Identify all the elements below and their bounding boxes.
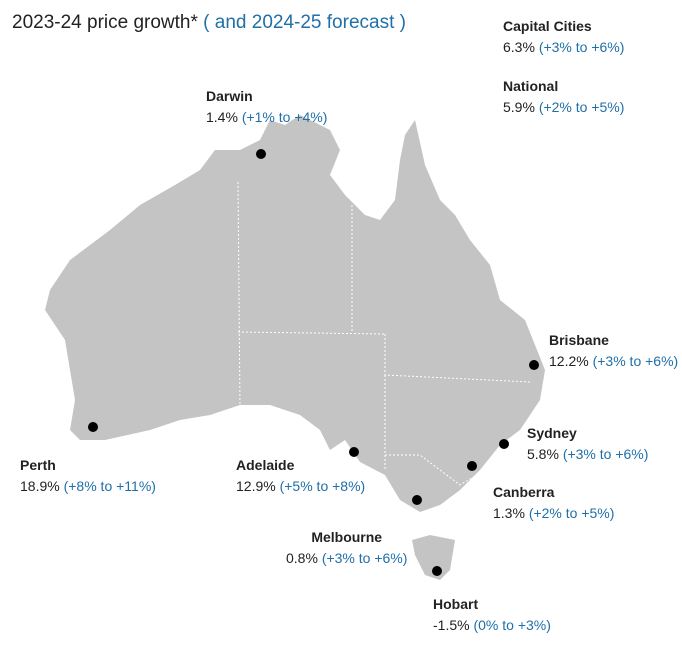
label-name: National [503,78,559,94]
summary-label: National 5.9% (+2% to +5%) [503,76,624,118]
city-label: Perth 18.9% (+8% to +11%) [20,455,156,497]
label-growth: 5.9% [503,99,535,115]
city-label: Darwin 1.4% (+1% to +4%) [206,86,327,128]
city-label: Adelaide 12.9% (+5% to +8%) [236,455,365,497]
label-name: Darwin [206,88,253,104]
label-forecast: (+3% to +6%) [538,39,625,55]
city-dot [529,360,539,370]
title: 2023-24 price growth* ( and 2024-25 fore… [12,12,406,34]
city-dot [432,566,442,576]
city-dot [349,447,359,457]
city-dot [412,495,422,505]
label-forecast: (+2% to +5%) [528,505,615,521]
city-label: Sydney 5.8% (+3% to +6%) [527,423,648,465]
tasmania [412,535,455,580]
label-growth: 12.2% [549,353,589,369]
label-forecast: (+2% to +5%) [538,99,625,115]
label-name: Canberra [493,484,555,500]
label-name: Perth [20,457,56,473]
title-forecast: ( and 2024-25 forecast ) [203,12,406,33]
label-growth: 12.9% [236,478,276,494]
label-forecast: (+8% to +11%) [63,478,156,494]
label-forecast: (+3% to +6%) [321,550,408,566]
summary-label: Capital Cities 6.3% (+3% to +6%) [503,16,624,58]
mainland [45,115,545,512]
city-label: Brisbane 12.2% (+3% to +6%) [549,330,678,372]
label-forecast: (+3% to +6%) [592,353,679,369]
city-dot [256,149,266,159]
label-forecast: (0% to +3%) [473,617,551,633]
label-growth: 1.4% [206,109,238,125]
label-forecast: (+5% to +8%) [279,478,366,494]
label-name: Adelaide [236,457,295,473]
city-dot [499,439,509,449]
label-growth: 6.3% [503,39,535,55]
label-name: Melbourne [311,529,383,545]
label-name: Brisbane [549,332,609,348]
city-label: Canberra 1.3% (+2% to +5%) [493,482,614,524]
label-growth: 0.8% [286,550,318,566]
city-label: Melbourne 0.8% (+3% to +6%) [286,527,407,569]
label-growth: -1.5% [433,617,470,633]
label-growth: 5.8% [527,446,559,462]
label-name: Capital Cities [503,18,592,34]
label-forecast: (+3% to +6%) [562,446,649,462]
label-name: Hobart [433,596,479,612]
city-label: Hobart -1.5% (0% to +3%) [433,594,551,636]
label-forecast: (+1% to +4%) [241,109,328,125]
label-name: Sydney [527,425,577,441]
city-dot [467,461,477,471]
label-growth: 1.3% [493,505,525,521]
state-borders [237,181,531,486]
city-dot [88,422,98,432]
title-text: 2023-24 price growth* [12,12,198,33]
city-dots [88,149,539,576]
label-growth: 18.9% [20,478,60,494]
